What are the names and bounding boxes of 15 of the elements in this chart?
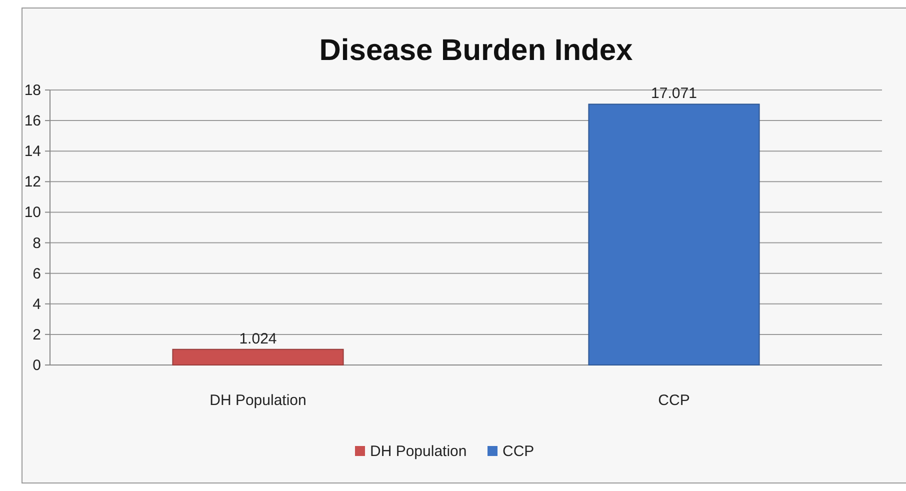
y-tick-label: 14 <box>24 143 41 160</box>
y-tick-label: 6 <box>32 265 41 282</box>
data-label: 1.024 <box>239 330 277 348</box>
y-tick-label: 12 <box>24 174 41 191</box>
legend-label: CCP <box>502 443 534 460</box>
y-tick-label: 10 <box>24 204 41 222</box>
legend-label: DH Population <box>370 443 467 460</box>
y-tick-label: 8 <box>32 234 41 252</box>
y-tick-label: 4 <box>32 296 41 313</box>
y-tick-label: 0 <box>32 357 41 374</box>
y-tick-label: 2 <box>32 326 41 344</box>
y-tick-label: 16 <box>24 112 41 130</box>
y-tick-label: 18 <box>24 82 41 99</box>
data-label: 17.071 <box>651 85 697 102</box>
chart-title: Disease Burden Index <box>319 34 634 67</box>
